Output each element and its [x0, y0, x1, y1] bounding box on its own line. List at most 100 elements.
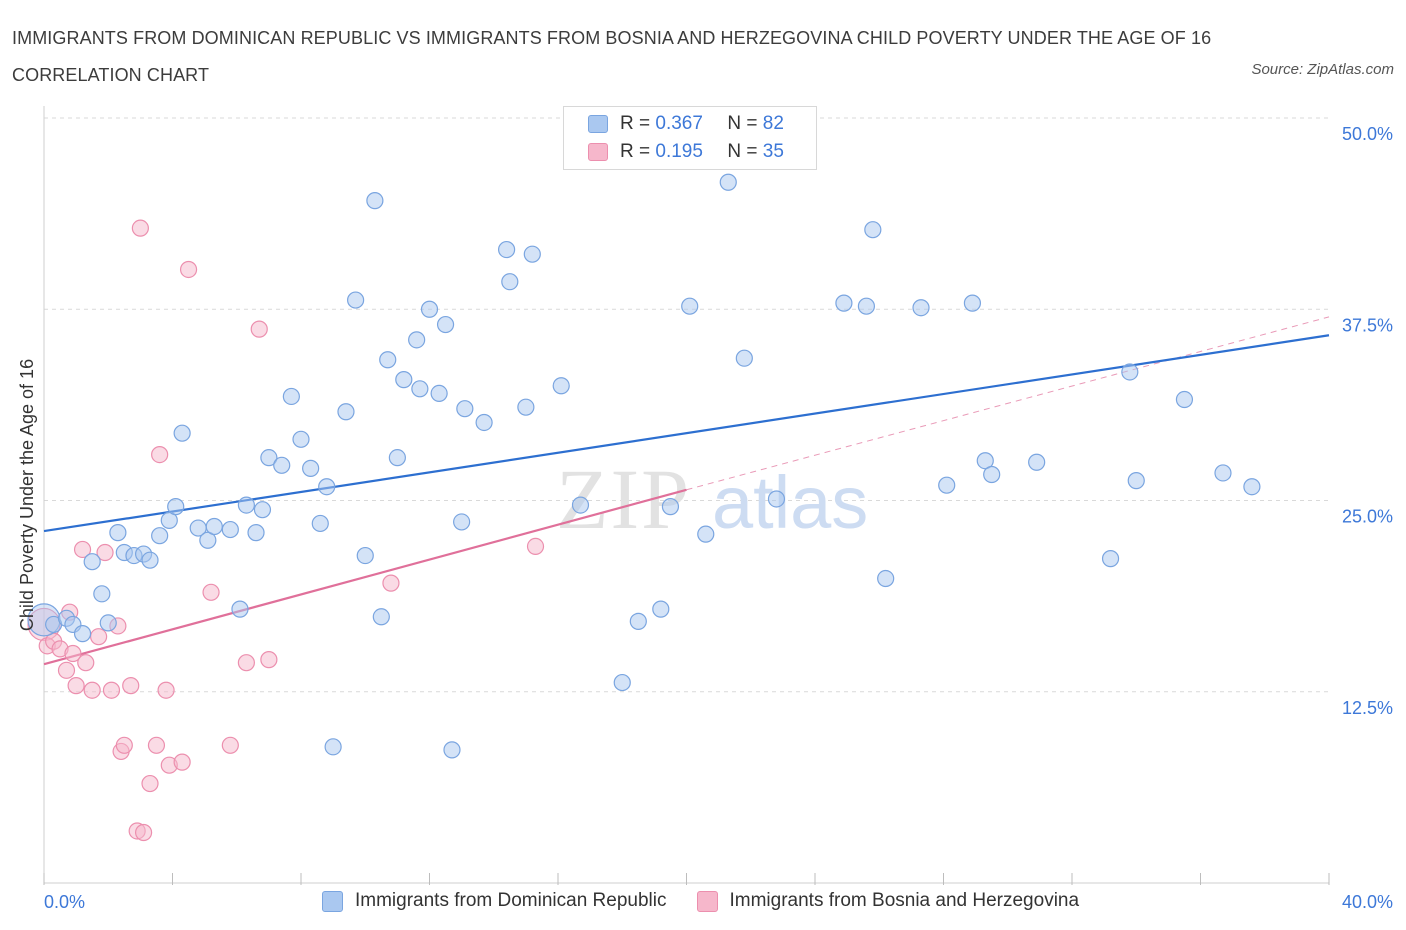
legend-row-bosnia: R = 0.195 N = 35 — [588, 139, 784, 165]
point-bosnia — [202, 583, 220, 601]
point-dominican — [735, 349, 753, 367]
point-dominican — [443, 741, 461, 759]
series-legend-bosnia[interactable]: Immigrants from Bosnia and Herzegovina — [696, 890, 1080, 912]
point-dominican — [453, 513, 471, 531]
point-dominican — [1028, 453, 1046, 471]
point-bosnia — [83, 681, 101, 699]
watermark-atlas: atlas — [712, 461, 868, 544]
point-dominican — [864, 221, 882, 239]
point-dominican — [141, 551, 159, 569]
point-bosnia — [102, 681, 121, 699]
trend-line-bosnia — [43, 488, 687, 666]
point-dominican — [395, 371, 413, 389]
series-swatch-pink — [696, 890, 718, 912]
point-bosnia — [77, 654, 95, 672]
points-bosnia — [27, 219, 545, 842]
point-bosnia — [237, 654, 255, 672]
series-swatch-blue — [322, 890, 343, 912]
point-dominican — [160, 511, 178, 529]
point-dominican — [420, 300, 439, 318]
trend-lines — [43, 316, 1330, 666]
point-dominican — [661, 498, 680, 516]
series-legend: Immigrants from Dominican Republic Immig… — [322, 890, 1109, 912]
point-dominican — [475, 413, 493, 432]
trend-line-bosnia-extension — [686, 316, 1330, 491]
legend-r-label: R = — [620, 141, 651, 162]
point-dominican — [613, 673, 631, 692]
legend-r-value: 0.367 — [655, 113, 703, 134]
point-dominican — [963, 294, 982, 312]
y-tick-label: 25.0% — [1342, 507, 1393, 527]
point-bosnia — [122, 677, 140, 695]
point-dominican — [199, 531, 217, 549]
point-bosnia — [115, 736, 133, 754]
point-dominican — [318, 478, 336, 496]
chart-title: IMMIGRANTS FROM DOMINICAN REPUBLIC VS IM… — [12, 28, 1212, 85]
point-dominican — [231, 600, 249, 618]
point-bosnia — [526, 537, 545, 556]
point-bosnia — [147, 736, 166, 754]
point-dominican — [337, 403, 355, 421]
source-label: Source: ZipAtlas.com — [1251, 61, 1394, 78]
point-dominican — [501, 273, 519, 291]
point-bosnia — [250, 320, 268, 338]
point-bosnia — [73, 540, 92, 559]
point-bosnia — [67, 677, 85, 695]
point-dominican — [912, 299, 930, 317]
legend-n-value: 82 — [762, 113, 784, 134]
point-dominican — [366, 192, 384, 210]
point-dominican — [652, 600, 670, 618]
legend-n-label: N = — [727, 141, 758, 162]
point-dominican — [697, 525, 715, 543]
point-dominican — [302, 459, 320, 477]
x-tick-label-max: 40.0% — [1342, 892, 1393, 912]
point-bosnia — [382, 574, 400, 592]
point-dominican — [1214, 464, 1232, 482]
legend-swatch-pink — [588, 143, 608, 161]
point-dominican — [1243, 478, 1261, 496]
point-dominican — [411, 380, 429, 398]
point-dominican — [552, 377, 570, 395]
point-dominican — [571, 496, 590, 514]
point-bosnia — [151, 446, 169, 464]
point-dominican — [253, 501, 272, 519]
point-dominican — [356, 546, 374, 565]
legend-n-label: N = — [727, 113, 758, 134]
point-dominican — [517, 398, 535, 416]
y-tick-label: 37.5% — [1342, 315, 1393, 335]
point-dominican — [83, 553, 101, 571]
point-dominican — [109, 524, 127, 542]
point-dominican — [436, 315, 455, 334]
point-bosnia — [90, 628, 108, 646]
point-dominican — [498, 240, 516, 259]
points-dominican — [27, 133, 1261, 759]
point-dominican — [221, 520, 239, 539]
legend-n-value: 35 — [762, 141, 784, 162]
point-bosnia — [64, 644, 82, 663]
legend-row-dominican: R = 0.367 N = 82 — [588, 111, 784, 137]
point-dominican — [983, 465, 1001, 484]
point-dominican — [408, 331, 426, 349]
trend-line-dominican — [43, 334, 1330, 533]
point-dominican — [857, 297, 876, 315]
point-dominican — [938, 476, 956, 494]
legend-swatch-blue — [588, 115, 608, 133]
point-dominican — [835, 294, 853, 312]
point-dominican — [73, 625, 92, 643]
point-dominican — [205, 517, 223, 536]
point-dominican — [99, 614, 117, 632]
point-dominican — [456, 400, 474, 418]
series-name: Immigrants from Bosnia and Herzegovina — [729, 890, 1080, 911]
point-dominican — [260, 449, 278, 467]
correlation-legend: R = 0.367 N = 82 R = 0.195 N = 35 — [563, 106, 817, 170]
y-tick-label: 12.5% — [1342, 698, 1393, 718]
point-dominican — [877, 569, 895, 588]
point-dominican — [1101, 550, 1120, 568]
point-dominican — [629, 612, 647, 630]
point-dominican — [379, 351, 397, 369]
point-bosnia — [157, 681, 175, 699]
point-dominican — [311, 514, 329, 533]
series-legend-dominican[interactable]: Immigrants from Dominican Republic — [322, 890, 667, 912]
point-dominican — [237, 496, 255, 514]
point-dominican — [719, 173, 737, 191]
